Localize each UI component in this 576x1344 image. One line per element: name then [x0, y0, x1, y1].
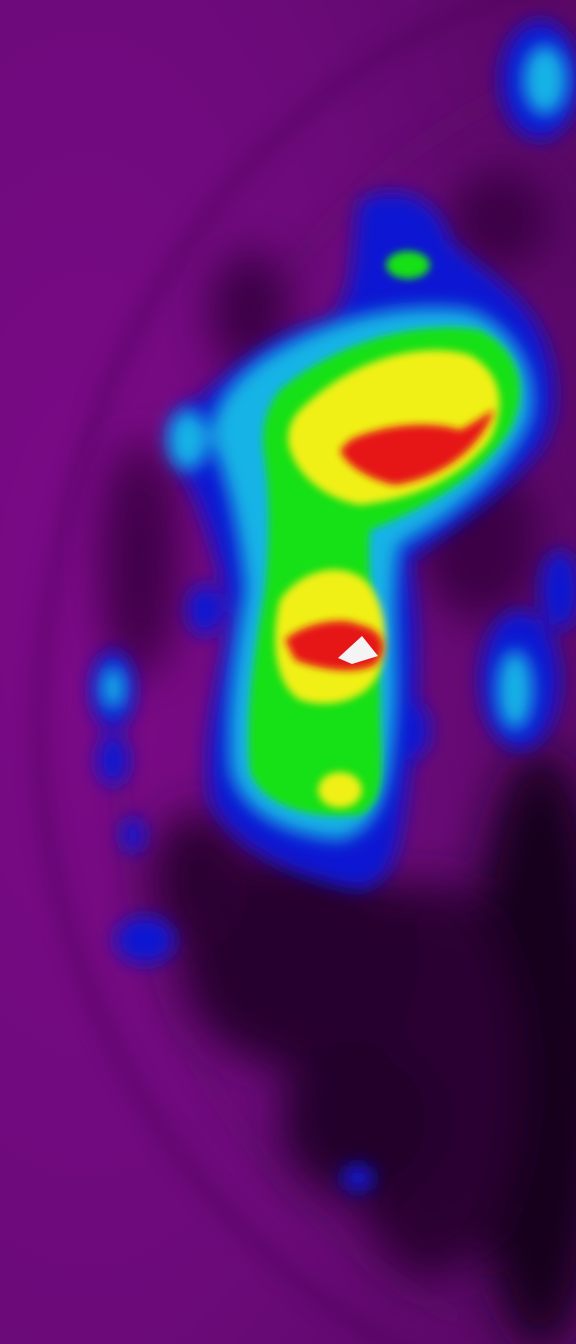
dark-shadows — [100, 170, 576, 1344]
peak-spot — [338, 636, 378, 664]
